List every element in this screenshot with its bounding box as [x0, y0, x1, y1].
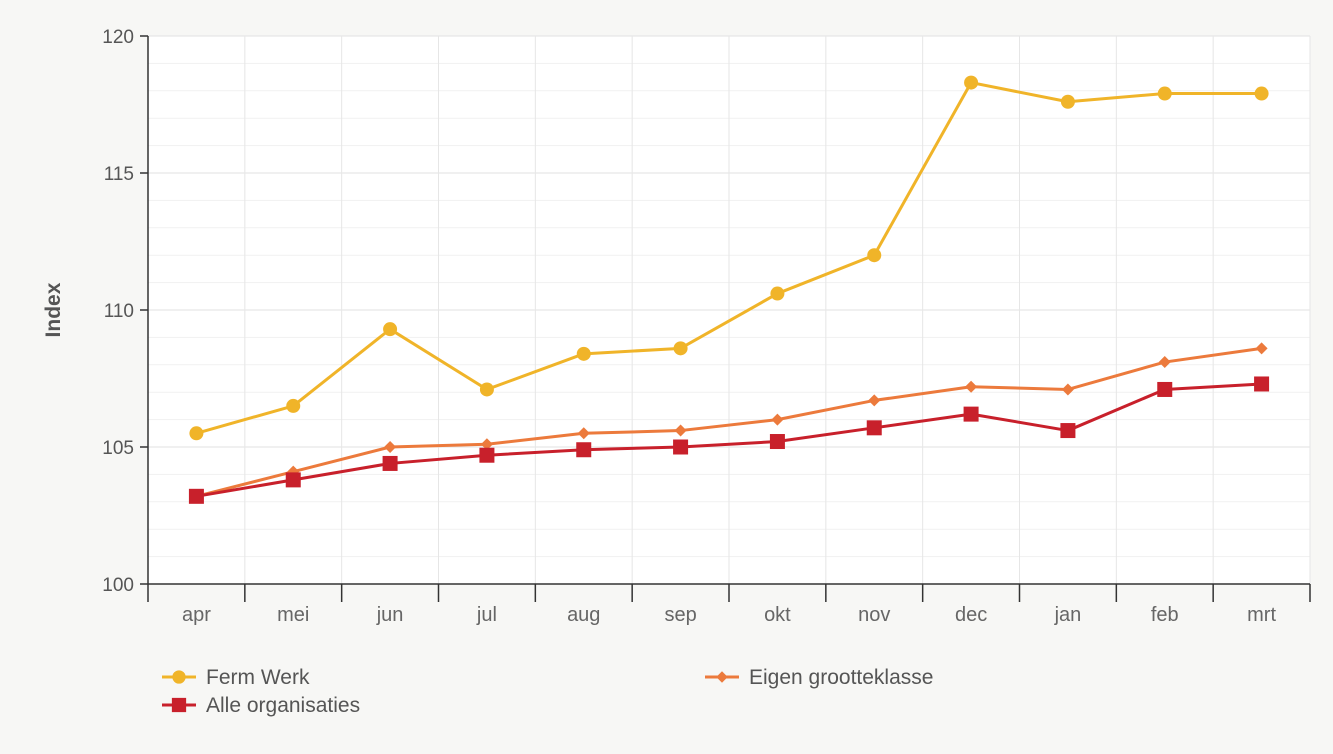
- data-point-square: [189, 489, 204, 504]
- y-tick-label: 120: [102, 27, 134, 48]
- data-point-circle: [674, 341, 688, 355]
- y-tick-label: 115: [104, 164, 134, 185]
- x-tick-label: apr: [182, 604, 211, 626]
- x-tick-label: jun: [376, 604, 404, 626]
- legend-item: Alle organisaties: [162, 694, 360, 717]
- data-point-circle: [172, 670, 185, 683]
- data-point-circle: [1061, 95, 1075, 109]
- x-tick-label: jan: [1054, 604, 1082, 626]
- data-point-square: [867, 420, 882, 435]
- data-point-circle: [770, 287, 784, 301]
- data-point-square: [286, 472, 301, 487]
- data-point-square: [383, 456, 398, 471]
- x-tick-label: dec: [955, 604, 987, 626]
- x-tick-label: okt: [764, 604, 791, 626]
- x-tick-label: feb: [1151, 604, 1179, 626]
- y-tick-label: 110: [104, 301, 134, 322]
- grid: [148, 36, 1310, 584]
- data-point-circle: [286, 399, 300, 413]
- data-point-square: [964, 407, 979, 422]
- legend: Ferm Werk Eigen grootteklasse Alle organis…: [162, 666, 933, 717]
- data-point-square: [1157, 382, 1172, 397]
- data-point-square: [576, 442, 591, 457]
- data-point-square: [770, 434, 785, 449]
- data-point-circle: [577, 347, 591, 361]
- x-tick-label: mei: [277, 604, 309, 626]
- x-tick-label: aug: [567, 604, 600, 626]
- data-point-circle: [1158, 87, 1172, 101]
- x-tick-label: nov: [858, 604, 890, 626]
- data-point-circle: [1255, 87, 1269, 101]
- data-point-square: [1254, 376, 1269, 391]
- x-tick-label: sep: [664, 604, 696, 626]
- y-tick-label: 100: [102, 575, 134, 596]
- data-point-square: [479, 448, 494, 463]
- data-point-circle: [867, 248, 881, 262]
- data-point-circle: [383, 322, 397, 336]
- legend-item: Ferm Werk: [162, 666, 310, 689]
- data-point-square: [673, 440, 688, 455]
- y-axis-label: Index: [42, 282, 65, 337]
- legend-label: Eigen grootteklasse: [749, 666, 933, 689]
- data-point-circle: [480, 382, 494, 396]
- data-point-circle: [189, 426, 203, 440]
- data-point-circle: [964, 76, 978, 90]
- legend-label: Alle organisaties: [206, 694, 360, 717]
- x-tick-label: mrt: [1247, 604, 1276, 626]
- data-point-square: [172, 698, 186, 712]
- data-point-square: [1060, 423, 1075, 438]
- legend-label: Ferm Werk: [206, 666, 310, 689]
- data-point-diamond: [716, 671, 727, 682]
- y-tick-label: 105: [102, 438, 134, 459]
- legend-item: Eigen grootteklasse: [705, 666, 933, 689]
- x-tick-label: jul: [476, 604, 497, 626]
